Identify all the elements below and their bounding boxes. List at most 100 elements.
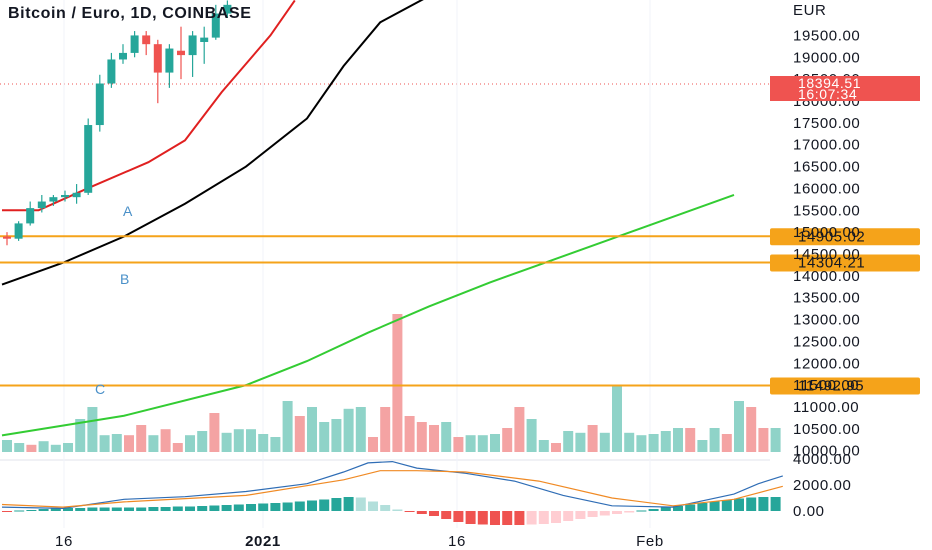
zone-label: A (123, 203, 133, 219)
volume-bar (563, 431, 574, 452)
volume-bar (587, 425, 598, 452)
macd-histogram-bar (490, 511, 500, 525)
volume-bar (197, 431, 208, 452)
chart-title: Bitcoin / Euro, 1D, COINBASE (8, 5, 252, 22)
volume-bar (26, 444, 37, 452)
ma-long-line (1, 194, 735, 437)
candles (3, 0, 232, 246)
candle (165, 48, 174, 73)
candle (130, 35, 139, 53)
macd-histogram-bar (502, 511, 513, 525)
volume-bar (14, 443, 25, 452)
macd-histogram-bar (429, 511, 439, 516)
candle (211, 13, 220, 38)
candle (200, 37, 209, 42)
level-badge-label: 14905.02 (798, 228, 865, 245)
price-tick-label: 16000.00 (793, 180, 860, 197)
volume-bar (99, 435, 110, 452)
volume-bar (465, 435, 476, 452)
candle (49, 197, 58, 202)
candle (223, 4, 232, 14)
macd-histogram-bar (63, 508, 73, 511)
candle (14, 223, 23, 239)
macd-histogram-bar (648, 509, 659, 511)
horizontal-levels[interactable]: 14905.02 14304.21 11492.95 A B C (0, 203, 920, 397)
volume-bar (404, 416, 415, 452)
volume-bar (221, 432, 232, 452)
price-tick-label: 14000.00 (793, 268, 860, 285)
volume-bar (38, 441, 49, 452)
volume-bar (636, 435, 647, 452)
volume-bar (746, 407, 757, 452)
volume-bar (502, 428, 513, 452)
price-tick-label: 15500.00 (793, 202, 860, 219)
time-tick-label: 16 (55, 533, 73, 550)
volume-bar (148, 435, 159, 452)
macd-histogram-bar (526, 511, 537, 525)
price-tick-label: 10000.00 (793, 443, 860, 460)
volume-bar (416, 422, 427, 452)
zone-label: C (95, 381, 105, 397)
volume-bar (526, 419, 537, 452)
volume-bar (612, 386, 622, 452)
volume-bar (294, 416, 305, 452)
volume-bar (734, 401, 744, 452)
price-tick-label: 12000.00 (793, 355, 860, 372)
macd-histogram-bar (294, 501, 305, 511)
macd-histogram-bar (563, 511, 574, 521)
volume-bar (87, 407, 98, 452)
volume-bar (233, 429, 244, 452)
macd-histogram-bar (721, 500, 732, 511)
last-price: 18394.51 (798, 75, 861, 91)
macd-histogram-bar (355, 497, 366, 511)
volume-bar (551, 443, 561, 452)
volume-bar (246, 429, 256, 452)
macd-line (1, 460, 783, 510)
volume-bar (441, 422, 452, 452)
volume-bar (673, 428, 683, 452)
volume-bar (721, 434, 732, 452)
macd-tick-label: 2000.00 (793, 477, 851, 494)
macd-histogram-bar (331, 498, 342, 511)
signal-line (1, 470, 783, 508)
volume-bar (477, 435, 488, 452)
macd-histogram-bar (465, 511, 476, 524)
macd-histogram-bar (2, 511, 12, 512)
time-axis[interactable]: 16 2021 16 Feb (55, 533, 664, 550)
macd-histogram-bar (673, 506, 683, 511)
candle (107, 59, 116, 84)
volume-bar (258, 434, 269, 452)
candle (153, 44, 162, 73)
macd-histogram-bar (307, 500, 317, 511)
volume-bar (624, 432, 635, 452)
macd-panel (1, 460, 783, 525)
price-tick-label: 19000.00 (793, 49, 860, 66)
macd-histogram-bar (148, 507, 159, 511)
price-tick-label: 19500.00 (793, 27, 860, 44)
volume-bar (660, 431, 671, 452)
candle (95, 83, 104, 126)
macd-histogram-bar (343, 497, 354, 511)
macd-histogram-bar (587, 511, 598, 517)
macd-histogram-bar (538, 511, 549, 524)
macd-histogram-bar (99, 507, 110, 511)
macd-histogram-bar (477, 511, 488, 525)
volume-bar (380, 407, 391, 452)
macd-histogram-bar (636, 510, 647, 512)
macd-histogram-bar (380, 505, 391, 511)
volume-bar (599, 432, 610, 452)
volume-bar (331, 419, 342, 452)
macd-histogram-bar (441, 511, 452, 519)
price-tick-label: 11000.00 (793, 399, 859, 416)
price-axis[interactable]: 19500.0019000.0018500.0018000.0017500.00… (793, 27, 860, 520)
price-badge[interactable]: 18394.51 16:07:34 (770, 75, 920, 102)
macd-histogram-bar (209, 505, 220, 511)
candle (84, 125, 93, 193)
candle (26, 208, 35, 224)
volume-bar (50, 444, 61, 452)
price-badge-bg (770, 76, 920, 101)
macd-histogram-bar (416, 511, 427, 514)
level-badge-label: 11492.95 (798, 377, 864, 394)
macd-histogram-bar (124, 507, 134, 511)
